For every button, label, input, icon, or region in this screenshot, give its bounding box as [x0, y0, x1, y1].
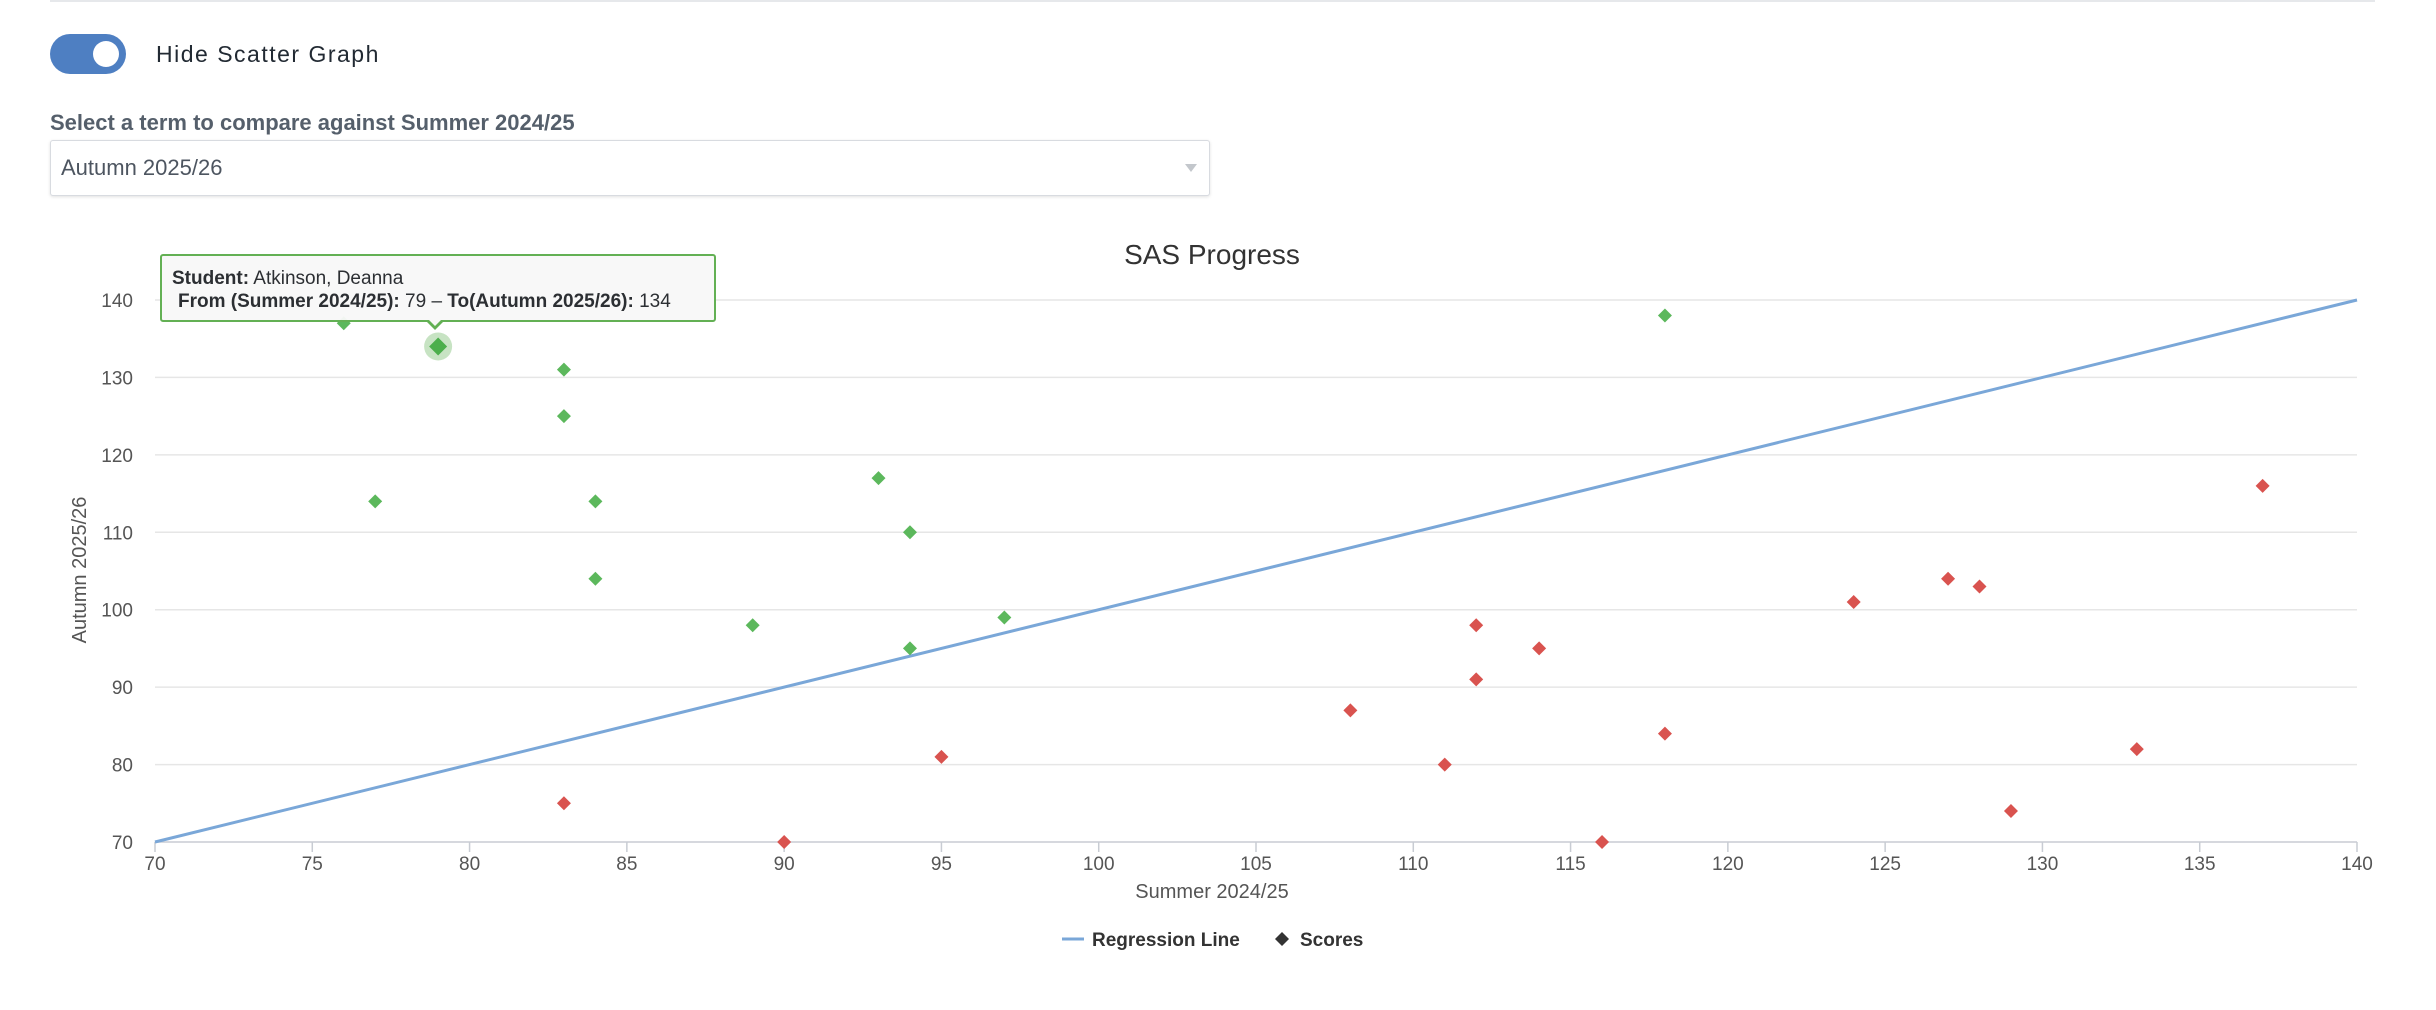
- score-point: [556, 796, 571, 811]
- tooltip-student-name: Atkinson, Deanna: [253, 268, 404, 289]
- x-tick-label: 140: [2341, 854, 2373, 875]
- legend-regression-label: Regression Line: [1092, 930, 1240, 951]
- y-tick-label: 120: [101, 446, 133, 467]
- y-tick-label: 80: [112, 756, 133, 777]
- score-point: [777, 835, 792, 849]
- term-select-value: Autumn 2025/26: [61, 155, 223, 180]
- y-tick-label: 70: [112, 833, 133, 854]
- score-point: [1437, 757, 1452, 772]
- y-tick-label: 90: [112, 678, 133, 699]
- score-point: [902, 641, 917, 656]
- score-point: [588, 571, 603, 586]
- term-select[interactable]: Autumn 2025/26: [50, 140, 1210, 196]
- score-point: [1532, 641, 1547, 656]
- score-point: [1343, 703, 1358, 718]
- tooltip-student-line: Student: Atkinson, Deanna: [172, 267, 714, 290]
- chevron-down-icon: [1185, 164, 1197, 172]
- score-point: [902, 525, 917, 540]
- toggle-knob: [93, 41, 119, 67]
- tooltip-scores-line: From (Summer 2024/25): 79 – To(Autumn 20…: [172, 290, 714, 313]
- score-point: [745, 618, 760, 633]
- y-tick-label: 130: [101, 368, 133, 389]
- tooltip-from-label: From (Summer 2024/25):: [178, 291, 400, 312]
- y-tick-label: 110: [103, 523, 133, 544]
- top-divider: [50, 0, 2375, 2]
- x-tick-label: 125: [1869, 854, 1901, 875]
- score-point: [1469, 672, 1484, 687]
- score-point: [368, 494, 383, 509]
- x-tick-label: 105: [1240, 854, 1272, 875]
- x-tick-label: 75: [302, 854, 323, 875]
- tooltip-arrow-inner: [428, 319, 442, 326]
- score-point: [1657, 308, 1672, 323]
- x-tick-label: 110: [1398, 854, 1428, 875]
- score-point: [1595, 835, 1610, 849]
- plot-area: [154, 298, 2358, 849]
- grid-lines: [155, 299, 2357, 766]
- tooltip-from-value: 79: [405, 291, 427, 312]
- score-point: [2129, 742, 2144, 757]
- x-tick-label: 85: [616, 854, 637, 875]
- score-point: [1846, 594, 1861, 609]
- score-point-highlighted: [429, 337, 448, 356]
- point-tooltip: Student: Atkinson, Deanna From (Summer 2…: [160, 254, 716, 322]
- tooltip-to-value: 134: [639, 291, 671, 312]
- y-axis-title: Autumn 2025/26: [69, 497, 91, 644]
- term-select-label: Select a term to compare against Summer …: [50, 110, 575, 135]
- score-point: [2003, 804, 2018, 819]
- legend-scores-swatch: [1275, 932, 1289, 946]
- regression-line: [154, 298, 2358, 844]
- hide-scatter-toggle[interactable]: [50, 34, 126, 74]
- score-point: [1972, 579, 1987, 594]
- x-tick-label: 115: [1555, 854, 1585, 875]
- legend-scores-label: Scores: [1300, 930, 1363, 951]
- y-tick-label: 100: [101, 601, 133, 622]
- score-point: [997, 610, 1012, 625]
- score-point: [1657, 726, 1672, 741]
- score-point: [2255, 478, 2270, 493]
- x-tick-label: 80: [459, 854, 480, 875]
- x-tick-label: 135: [2184, 854, 2216, 875]
- chart-title: SAS Progress: [1124, 239, 1300, 270]
- x-tick-label: 95: [931, 854, 952, 875]
- x-tick-label: 90: [774, 854, 795, 875]
- x-tick-label: 70: [144, 854, 165, 875]
- x-tick-label: 120: [1712, 854, 1744, 875]
- score-point: [556, 362, 571, 377]
- x-tick-label: 100: [1083, 854, 1115, 875]
- score-point: [934, 749, 949, 764]
- axes: 70 80 90 100 110 120 130 140 70 75 80 85 90 95 100 105 1…: [101, 291, 2373, 875]
- tooltip-separator: –: [426, 291, 448, 312]
- y-tick-label: 140: [101, 291, 133, 312]
- score-point: [1469, 618, 1484, 633]
- scatter-toggle-row: Hide Scatter Graph: [50, 34, 380, 74]
- score-point: [556, 409, 571, 424]
- score-point: [1941, 571, 1956, 586]
- toggle-label: Hide Scatter Graph: [156, 40, 380, 67]
- score-point: [871, 471, 886, 486]
- x-tick-label: 130: [2027, 854, 2059, 875]
- legend: Regression Line Scores: [1062, 930, 1363, 951]
- tooltip-student-label: Student:: [172, 268, 250, 289]
- tooltip-to-label: To(Autumn 2025/26):: [447, 291, 634, 312]
- score-point: [588, 494, 603, 509]
- x-axis-title: Summer 2024/25: [1135, 881, 1288, 903]
